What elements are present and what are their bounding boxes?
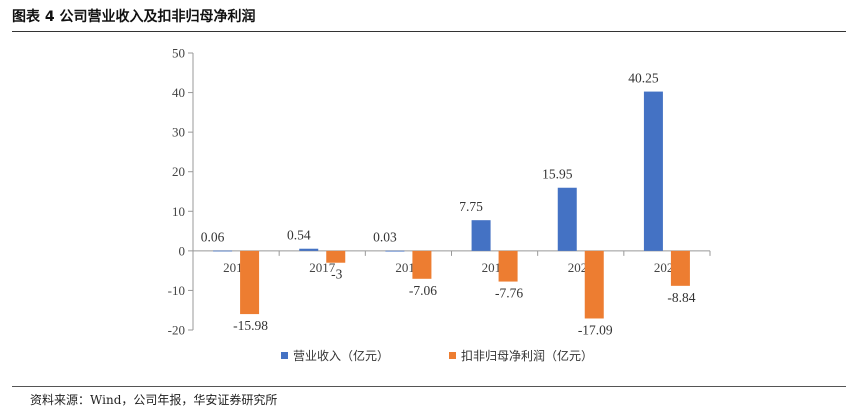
net-profit-data-label: -7.06 (409, 283, 437, 298)
legend-label-net-profit: 扣非归母净利润（亿元） (461, 348, 593, 363)
revenue-bar (213, 250, 233, 252)
revenue-data-label: 0.03 (373, 230, 397, 245)
revenue-data-label: 15.95 (542, 167, 573, 182)
y-tick-label: -20 (168, 323, 185, 338)
net-profit-data-label: -8.84 (667, 290, 695, 305)
revenue-bar (299, 248, 319, 251)
net-profit-data-label: -15.98 (233, 318, 268, 333)
revenue-data-label: 0.54 (287, 228, 311, 243)
revenue-bar (385, 250, 405, 252)
legend-swatch-net-profit (449, 352, 456, 359)
revenue-data-label: 7.75 (459, 199, 483, 214)
top-rule (12, 31, 846, 32)
net-profit-data-label: -3 (331, 267, 342, 282)
y-tick-label: 20 (172, 164, 185, 179)
bottom-rule (12, 386, 846, 387)
y-tick-label: 10 (172, 204, 185, 219)
net-profit-bar (670, 250, 690, 286)
revenue-bar (557, 187, 577, 251)
net-profit-data-label: -17.09 (578, 322, 613, 337)
revenue-bar (471, 220, 491, 251)
chart-title: 图表 4 公司营业收入及扣非归母净利润 (12, 9, 256, 25)
revenue-data-label: 40.25 (628, 71, 659, 86)
y-tick-label: 50 (172, 46, 185, 61)
net-profit-bar (412, 250, 432, 279)
title-bar: 图表 4 公司营业收入及扣非归母净利润 (12, 6, 846, 30)
y-tick-label: 0 (179, 243, 186, 258)
net-profit-data-label: -7.76 (495, 286, 523, 301)
revenue-data-label: 0.06 (201, 230, 225, 245)
net-profit-bar (498, 250, 518, 282)
revenue-bar (643, 91, 663, 251)
y-tick-label: 40 (172, 85, 185, 100)
bar-chart: -20-100102030405020160.06-15.9820170.54-… (168, 46, 711, 363)
y-tick-label: 30 (172, 125, 185, 140)
x-tick-label: 2017 (309, 260, 336, 275)
legend-label-revenue: 营业收入（亿元） (293, 348, 389, 363)
y-tick-label: -10 (168, 283, 185, 298)
net-profit-bar (240, 250, 260, 315)
net-profit-bar (326, 250, 346, 263)
source-note: 资料来源：Wind，公司年报，华安证券研究所 (30, 393, 278, 407)
net-profit-bar (584, 250, 604, 319)
legend-swatch-revenue (281, 352, 288, 359)
